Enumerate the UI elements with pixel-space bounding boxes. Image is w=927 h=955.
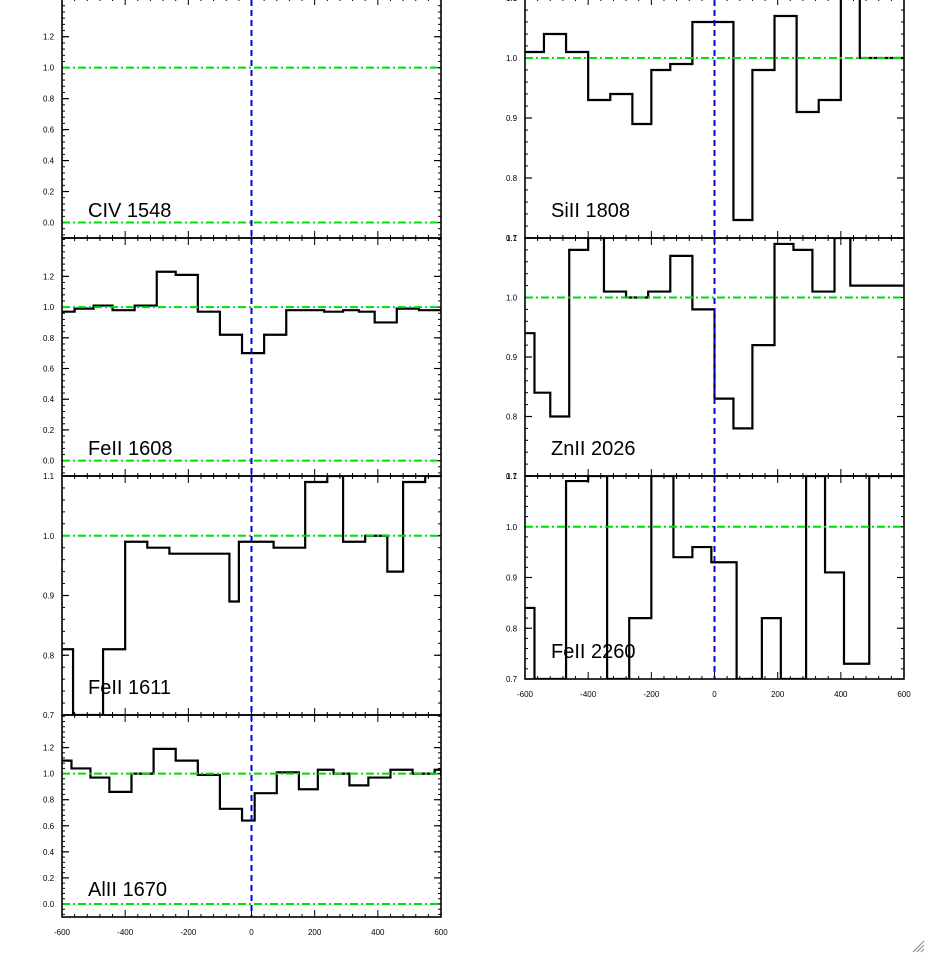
- y-tick-label: 0.2: [43, 874, 55, 883]
- x-tick-label: 400: [371, 928, 385, 937]
- y-tick-label: 0.7: [43, 711, 55, 720]
- panel-2: 0.0 0.2 0.4 0.6 0.8 1.0 1.2 FeII 1608: [43, 237, 442, 477]
- panel-frame: [61, 714, 442, 918]
- y-tick-label: 0.2: [43, 188, 55, 197]
- y-tick-label: 0.8: [43, 796, 55, 805]
- y-tick-label: 0.9: [506, 353, 518, 362]
- x-tick-label: -200: [180, 928, 197, 937]
- y-tick-label: 0.2: [43, 426, 55, 435]
- x-tick-label: -400: [580, 690, 597, 699]
- y-tick-label: 1.2: [43, 33, 55, 42]
- panel-label: AlII 1670: [88, 879, 167, 901]
- y-tick-label: 0.8: [506, 624, 518, 633]
- y-tick-label: 0.7: [506, 675, 518, 684]
- y-tick-label: 0.9: [506, 574, 518, 583]
- y-tick-label: 0.6: [43, 822, 55, 831]
- y-tick-label: 0.0: [43, 900, 55, 909]
- y-tick-label: 0.0: [43, 219, 55, 228]
- y-tick-label: 0.8: [506, 174, 518, 183]
- flux-series-1: [525, 476, 904, 679]
- y-tick-label: 0.8: [43, 334, 55, 343]
- x-tick-label: 600: [434, 928, 448, 937]
- y-tick-label: 1.0: [43, 64, 55, 73]
- y-tick-label: 1.1: [506, 472, 518, 481]
- x-tick-label: 200: [771, 690, 785, 699]
- y-tick-label: 1.0: [506, 54, 518, 63]
- y-tick-label: 0.8: [43, 651, 55, 660]
- y-tick-label: 1.2: [43, 272, 55, 281]
- x-tick-label: -400: [117, 928, 134, 937]
- y-tick-label: 1.1: [43, 472, 55, 481]
- y-tick-label: 1.0: [43, 532, 55, 541]
- panel-label: FeII 1611: [88, 677, 171, 699]
- panel-3: 0.7 0.8 0.9 1.0 1.1 FeII 1611: [43, 472, 442, 720]
- panel-frame: [524, 475, 905, 680]
- panel-5: 0.7 0.8 0.9 1.0 1.1 SiII 1808: [506, 0, 905, 243]
- y-tick-label: 1.1: [506, 0, 518, 3]
- y-tick-label: 0.6: [43, 126, 55, 135]
- y-tick-label: 1.0: [43, 770, 55, 779]
- y-tick-label: 1.0: [506, 523, 518, 532]
- panel-7: 0.7 0.8 0.9 1.0 1.1 -600 -400 -200 0 200 400 600 FeI…: [506, 472, 911, 699]
- y-tick-label: 1.1: [506, 234, 518, 243]
- y-tick-label: 0.0: [43, 457, 55, 466]
- y-tick-label: 0.8: [43, 95, 55, 104]
- x-tick-label: -200: [643, 690, 660, 699]
- y-tick-label: 0.4: [43, 848, 55, 857]
- y-tick-label: 0.9: [506, 114, 518, 123]
- panel-6: 0.7 0.8 0.9 1.0 1.1 ZnII 2026: [506, 234, 905, 481]
- y-tick-label: 0.4: [43, 395, 55, 404]
- panel-1: 0.0 0.2 0.4 0.6 0.8 1.0 1.2 CIV 1548: [43, 0, 442, 239]
- panel-label: FeII 2260: [551, 641, 636, 663]
- y-tick-label: 1.2: [43, 744, 55, 753]
- panel-label: ZnII 2026: [551, 438, 636, 460]
- y-tick-label: 0.9: [43, 592, 55, 601]
- y-tick-label: 0.4: [43, 157, 55, 166]
- x-tick-label: 600: [897, 690, 911, 699]
- x-tick-label: -600: [517, 690, 534, 699]
- panel-4: 0.0 0.2 0.4 0.6 0.8 1.0 1.2 -600 -400 -200 0 200 400…: [43, 714, 448, 937]
- flux-series-1: [62, 270, 441, 355]
- x-tick-label: 0: [249, 928, 254, 937]
- panel-label: SiII 1808: [551, 200, 630, 222]
- x-tick-label: 0: [712, 690, 717, 699]
- y-tick-label: 0.6: [43, 365, 55, 374]
- y-tick-label: 0.8: [506, 413, 518, 422]
- flux-series-1: [525, 0, 904, 222]
- resize-grip-icon[interactable]: [911, 939, 925, 953]
- flux-series-1: [525, 238, 904, 430]
- y-tick-label: 0.7: [506, 472, 518, 481]
- y-tick-label: 1.0: [506, 294, 518, 303]
- x-tick-label: 200: [308, 928, 322, 937]
- y-tick-label: 0.7: [506, 234, 518, 243]
- y-tick-label: 1.0: [43, 303, 55, 312]
- panel-label: CIV 1548: [88, 200, 171, 222]
- panel-label: FeII 1608: [88, 438, 173, 460]
- x-tick-label: -600: [54, 928, 71, 937]
- flux-series-1: [62, 747, 441, 822]
- x-tick-label: 400: [834, 690, 848, 699]
